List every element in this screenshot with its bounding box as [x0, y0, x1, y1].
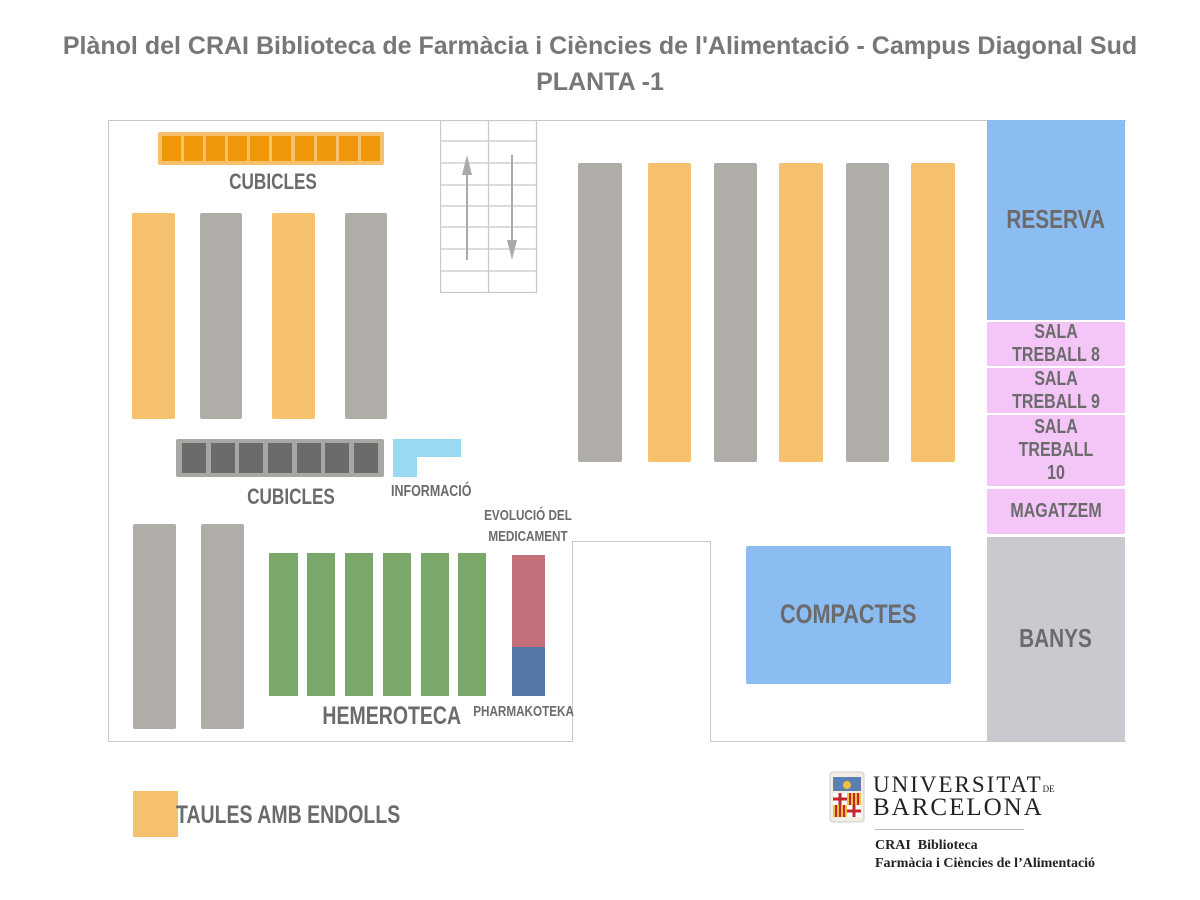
room-magatzem-label: MAGATZEM — [1010, 500, 1102, 522]
cubicles-bottom — [176, 439, 384, 477]
shelf — [345, 213, 387, 419]
stairs-icon — [440, 120, 538, 294]
wall — [108, 741, 573, 742]
hemeroteca-shelf — [421, 553, 449, 696]
legend-swatch — [133, 791, 178, 837]
room-sala-treball-8: SALA TREBALL 8 — [987, 321, 1125, 366]
legend-label: TAULES AMB ENDOLLS — [176, 801, 401, 829]
cubicles-top-label: CUBICLES — [229, 169, 317, 194]
shelf — [714, 163, 757, 462]
wall — [572, 541, 573, 741]
evolucio-label-1: EVOLUCIÓ DEL — [484, 507, 572, 524]
wall — [572, 541, 710, 542]
room-reserva: RESERVA — [987, 120, 1125, 320]
table-outlets — [648, 163, 691, 462]
table-outlets — [911, 163, 955, 462]
plan-subtitle: PLANTA -1 — [536, 68, 664, 96]
room-sala9-label: SALA TREBALL 9 — [1012, 367, 1100, 413]
ub-crest-icon — [829, 771, 865, 823]
table-outlets — [272, 213, 315, 419]
room-banys: BANYS — [987, 537, 1125, 741]
plan-title: Plànol del CRAI Biblioteca de Farmàcia i… — [62, 32, 1138, 60]
hemeroteca-label: HEMEROTECA — [322, 702, 462, 730]
room-sala10-label: SALA TREBALL 10 — [1018, 416, 1094, 484]
room-reserva-label: RESERVA — [1006, 204, 1106, 235]
room-magatzem: MAGATZEM — [987, 489, 1125, 534]
room-sala-treball-10: SALA TREBALL 10 — [987, 415, 1125, 486]
room-sala8-label: SALA TREBALL 8 — [1012, 321, 1100, 366]
logo-divider — [875, 829, 1024, 830]
hemeroteca-shelf — [345, 553, 373, 696]
wall — [710, 741, 1126, 742]
logo-line1: UNIVERSITAT — [873, 772, 1043, 797]
wall — [108, 120, 1126, 121]
table-outlets — [779, 163, 823, 462]
shelf — [846, 163, 889, 462]
information-label: INFORMACIÓ — [391, 483, 472, 500]
logo-line1-suffix: DE — [1042, 784, 1055, 794]
shelf — [578, 163, 622, 462]
cubicles-top — [158, 132, 384, 165]
logo-line2: BARCELONA — [873, 794, 1044, 821]
wall — [710, 541, 711, 741]
shelf — [200, 213, 242, 419]
evolucio-label-2: MEDICAMENT — [488, 528, 568, 545]
logo-sub1: CRAI Biblioteca — [875, 838, 978, 853]
logo-sub2: Farmàcia i Ciències de l’Alimentació — [875, 856, 1096, 871]
shelf — [133, 524, 176, 729]
pharmakoteka-display — [512, 647, 545, 696]
information-desk — [393, 439, 417, 477]
cubicles-bottom-label: CUBICLES — [247, 484, 335, 509]
room-sala-treball-9: SALA TREBALL 9 — [987, 368, 1125, 413]
room-banys-label: BANYS — [1019, 623, 1093, 654]
shelf — [201, 524, 244, 729]
hemeroteca-shelf — [458, 553, 486, 696]
pharmakoteka-label: PHARMAKOTEKA — [473, 703, 574, 720]
table-outlets — [132, 213, 175, 419]
hemeroteca-shelf — [383, 553, 411, 696]
hemeroteca-shelf — [307, 553, 335, 696]
evolucio-medicament-display — [512, 555, 545, 647]
hemeroteca-shelf — [269, 553, 298, 696]
compactes-label: COMPACTES — [780, 599, 917, 630]
compact-shelving: COMPACTES — [746, 546, 951, 684]
wall — [108, 120, 109, 741]
